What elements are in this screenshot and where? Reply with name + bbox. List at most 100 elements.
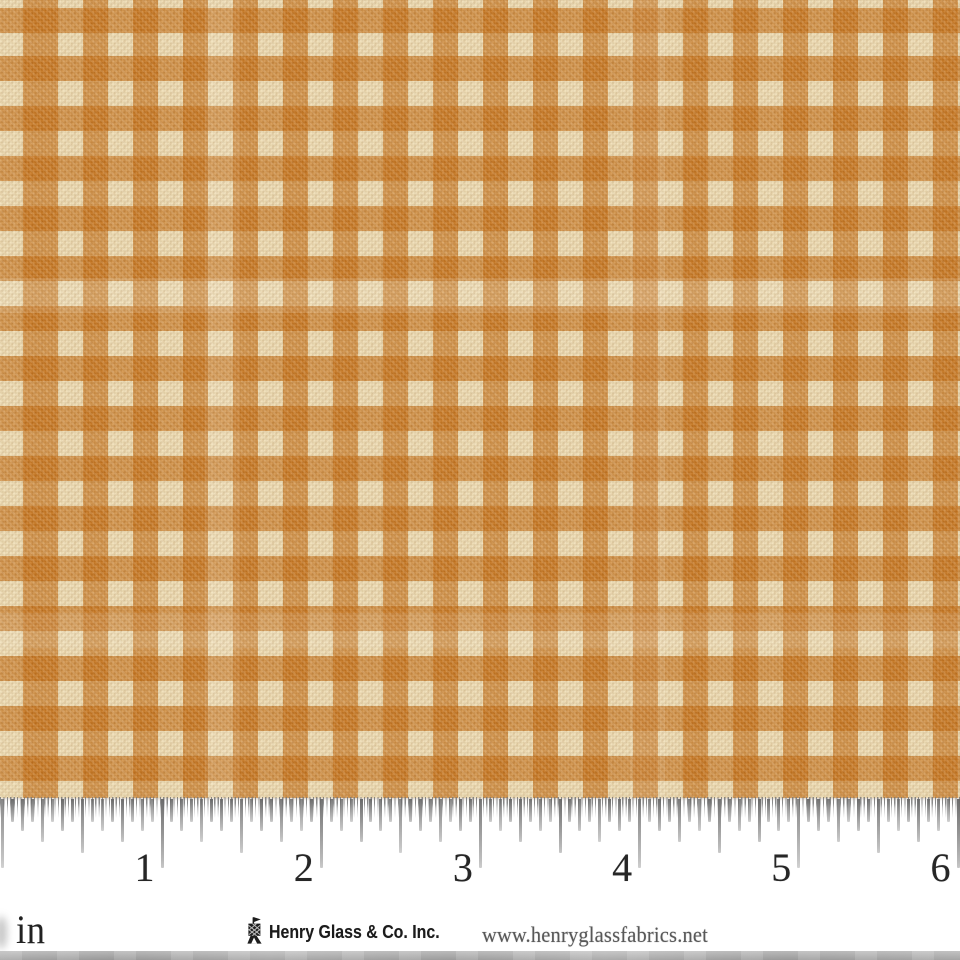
ruler-tick	[399, 799, 403, 853]
ruler-tick	[518, 799, 522, 842]
ruler-number: 4	[612, 845, 633, 890]
ruler-tick	[369, 799, 373, 822]
ruler-number: 6	[930, 845, 951, 890]
ruler-tick	[797, 799, 801, 868]
ruler-tick	[70, 799, 74, 822]
ruler-tick	[558, 799, 562, 853]
ruler-tick	[279, 799, 283, 842]
ruler-tick	[389, 799, 393, 822]
ruler-tick	[210, 799, 214, 822]
ruler-tick	[737, 799, 741, 831]
gingham-fabric	[0, 0, 960, 798]
ruler-tick	[538, 799, 542, 831]
ruler-tick	[588, 799, 592, 822]
ruler-tick	[876, 799, 880, 853]
ruler-tick	[309, 799, 313, 822]
ruler-tick	[956, 799, 960, 868]
ruler-tick	[817, 799, 821, 831]
ruler-tick	[568, 799, 572, 822]
ruler-tick	[21, 799, 25, 831]
ruler-tick	[1, 799, 5, 868]
henry-glass-logo-icon	[247, 917, 264, 944]
brand-footer: Henry Glass & Co. Inc.	[247, 915, 467, 944]
ruler-tick	[687, 799, 691, 822]
ruler-tick	[767, 799, 771, 822]
ruler-tick	[11, 799, 15, 822]
ruler-tick	[409, 799, 413, 822]
ruler-tick	[349, 799, 353, 822]
ruler-tick	[269, 799, 273, 822]
ruler-tick	[847, 799, 851, 822]
edge-smudge	[0, 916, 7, 949]
ruler-tick	[837, 799, 841, 842]
ruler-tick	[886, 799, 890, 822]
ruler-tick	[180, 799, 184, 831]
ruler-tick	[946, 799, 950, 822]
website-url: www.henryglassfabrics.net	[482, 922, 709, 947]
ruler-tick	[468, 799, 472, 822]
ruler-tick	[857, 799, 860, 831]
ruler-tick	[319, 799, 323, 868]
ruler-tick	[51, 799, 55, 822]
ruler-number: 2	[293, 845, 314, 890]
ruler-tick	[140, 799, 144, 831]
ruler-tick	[230, 799, 234, 822]
ruler-tick	[419, 799, 423, 831]
ruler-tick	[548, 799, 552, 822]
ruler-tick	[618, 799, 622, 831]
ruler-tick	[498, 799, 502, 831]
ruler-tick	[827, 799, 831, 822]
ruler-tick	[648, 799, 652, 822]
ruler-tick	[90, 799, 94, 822]
ruler-tick	[916, 799, 920, 842]
ruler-tick	[110, 799, 114, 822]
ruler-tick	[677, 799, 681, 842]
ruler-tick	[449, 799, 453, 822]
ruler-tick	[190, 799, 194, 822]
ruler-tick	[727, 799, 731, 822]
ruler-number: 3	[452, 845, 473, 890]
ruler-tick	[787, 799, 791, 822]
ruler-tick	[936, 799, 940, 831]
ruler-tick	[80, 799, 84, 853]
ruler-tick	[717, 799, 721, 853]
ruler-tick	[329, 799, 333, 822]
ruler-tick	[200, 799, 204, 842]
ruler-tick	[777, 799, 781, 831]
ruler-tick	[61, 799, 64, 831]
ruler-tick	[598, 799, 602, 842]
ruler-tick	[658, 799, 661, 831]
ruler-tick	[439, 799, 443, 842]
ruler-tick	[478, 799, 482, 868]
ruler-tick	[170, 799, 174, 822]
ruler-tick	[528, 799, 532, 822]
ruler-tick	[638, 799, 642, 868]
ruler-tick	[260, 799, 263, 831]
ruler-number: 5	[771, 845, 792, 890]
ruler-tick	[459, 799, 462, 831]
ruler-tick	[41, 799, 45, 842]
ruler: 1 2 3 4 5 6	[0, 798, 960, 952]
ruler-tick	[608, 799, 612, 822]
ruler-tick	[429, 799, 433, 822]
ruler-tick	[130, 799, 134, 822]
ruler-tick	[508, 799, 512, 822]
ruler-tick	[906, 799, 910, 822]
bottom-edge-strip	[0, 951, 960, 960]
ruler-unit-label: in	[16, 907, 46, 952]
ruler-tick	[866, 799, 870, 822]
ruler-tick	[339, 799, 343, 831]
ruler-tick	[697, 799, 701, 831]
ruler-tick	[747, 799, 751, 822]
ruler-tick	[896, 799, 900, 831]
ruler-tick	[807, 799, 811, 822]
ruler-tick	[120, 799, 124, 842]
ruler-tick	[220, 799, 224, 831]
ruler-tick	[578, 799, 582, 831]
ruler-tick	[707, 799, 711, 822]
ruler-tick	[757, 799, 761, 842]
ruler-tick	[289, 799, 293, 822]
ruler-tick	[31, 799, 35, 822]
ruler-tick	[488, 799, 492, 822]
